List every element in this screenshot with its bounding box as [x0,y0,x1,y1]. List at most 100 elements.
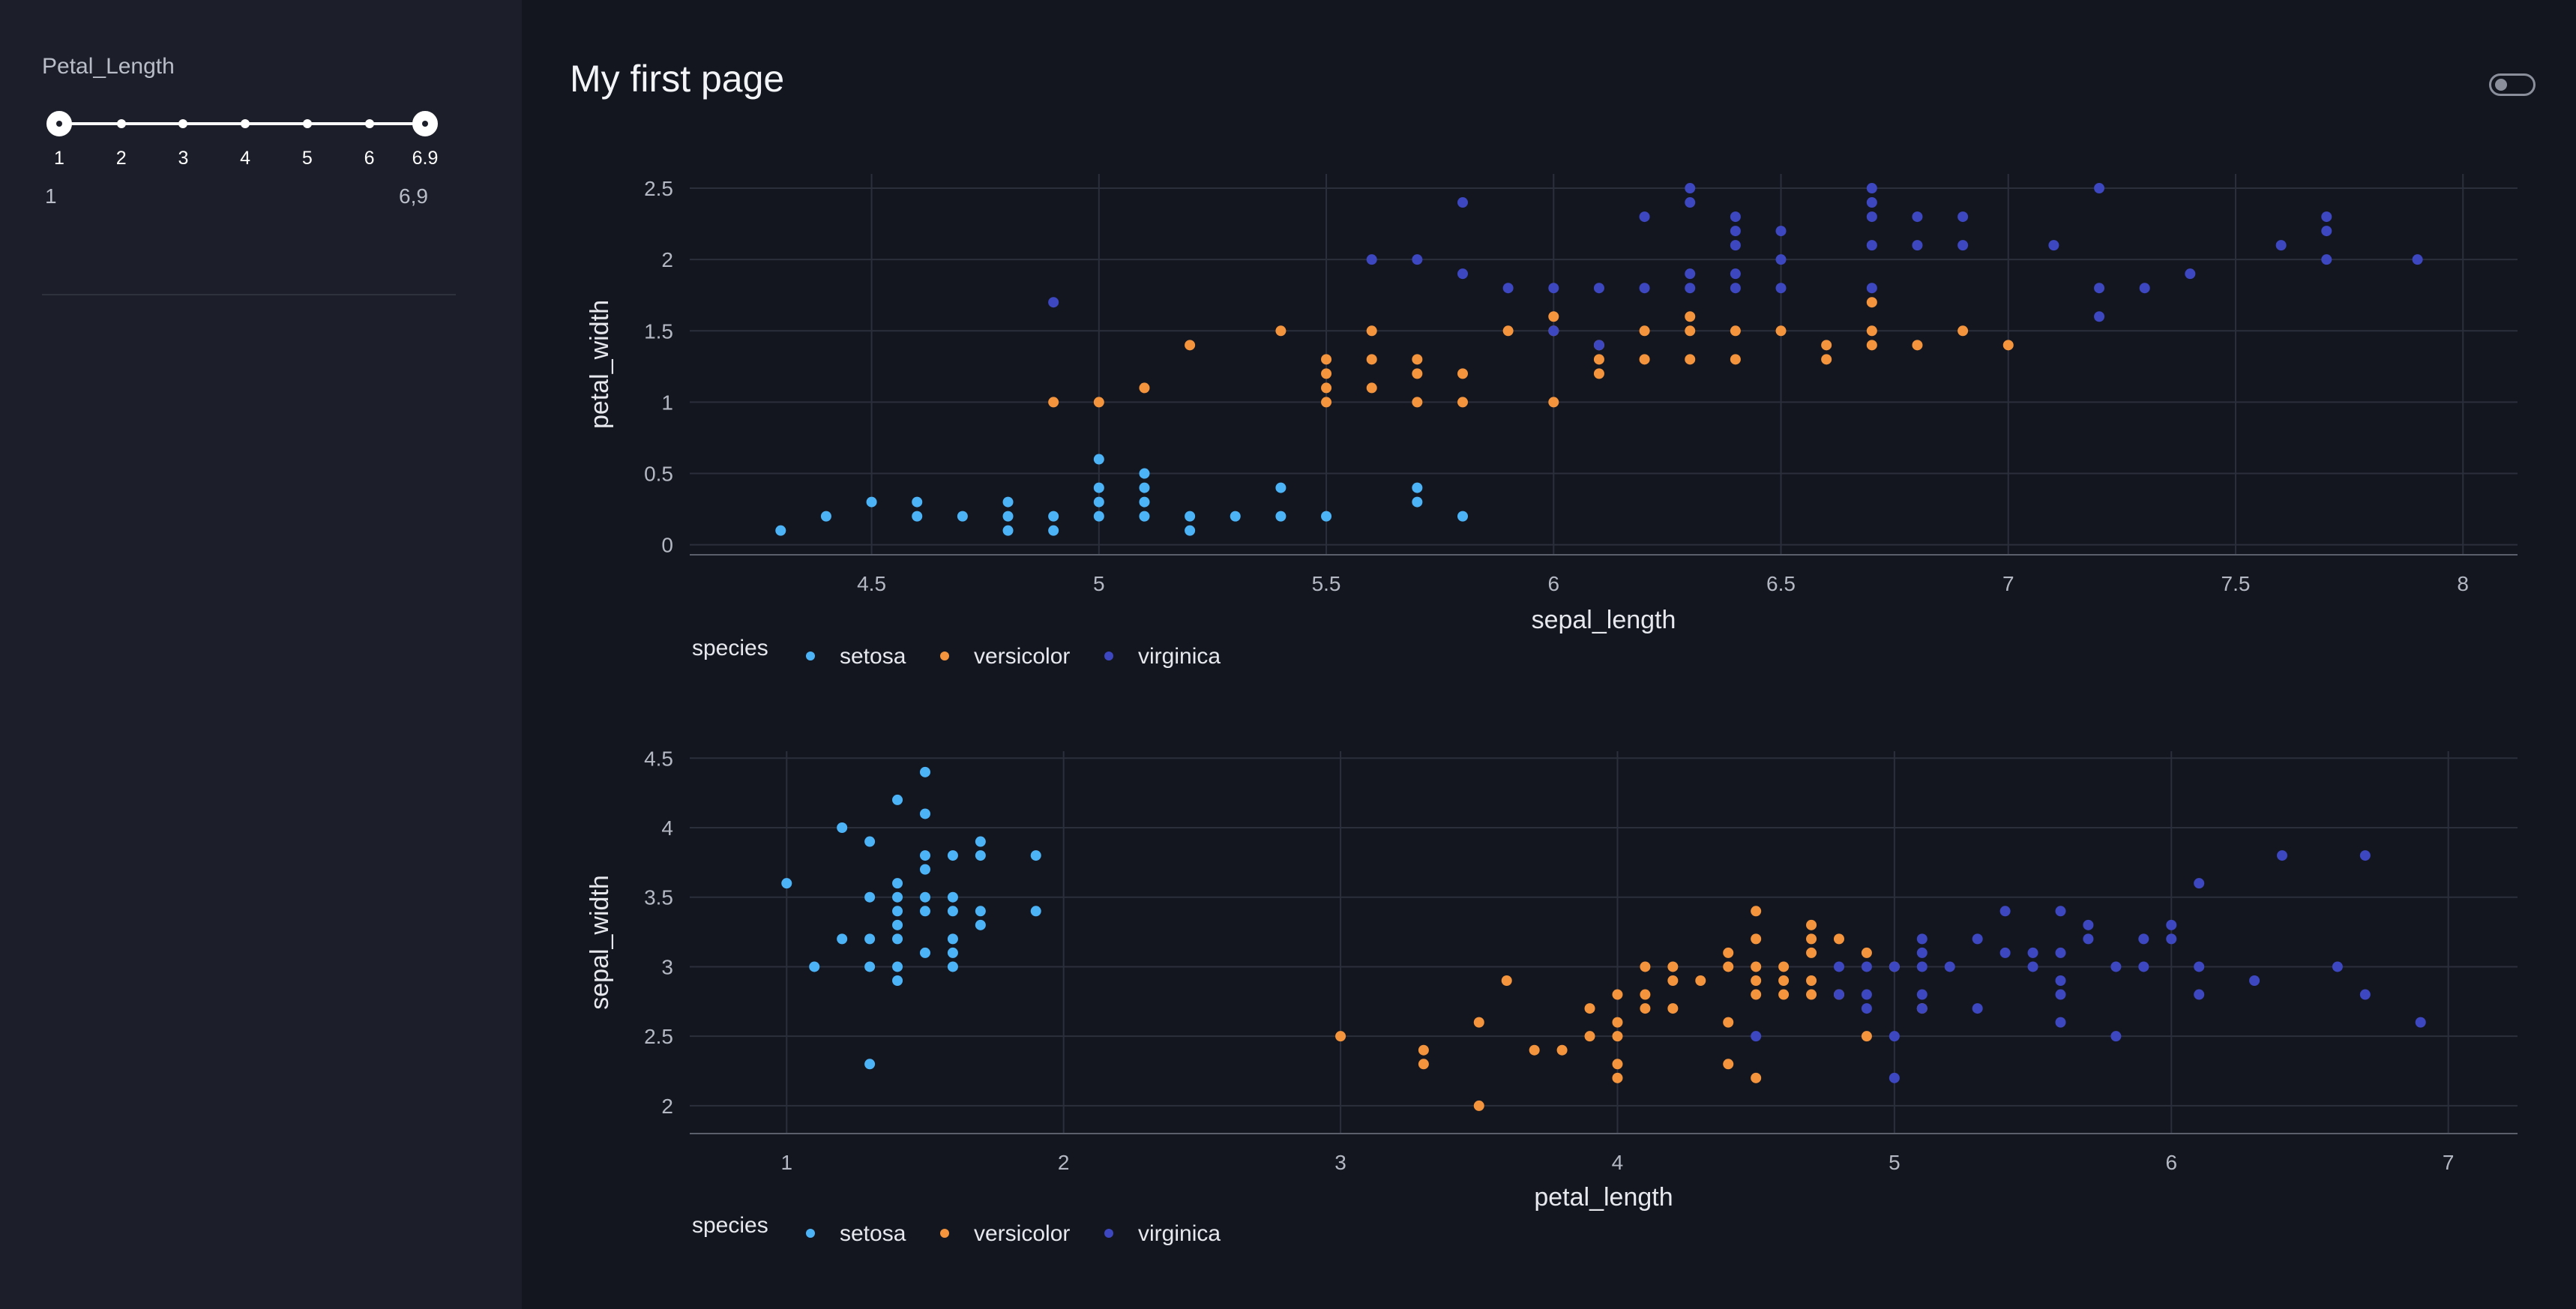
data-point-setosa [975,919,986,930]
y-tick-label: 3 [661,955,673,978]
data-point-virginica [1730,268,1741,280]
data-point-virginica [2415,1017,2426,1028]
data-point-setosa [1457,511,1468,522]
data-point-virginica [2027,947,2038,958]
slider-tick-label: 6 [364,148,375,169]
data-point-virginica [2359,989,2371,1000]
data-point-versicolor [1866,325,1877,337]
data-point-versicolor [1957,325,1969,337]
data-point-versicolor [1806,919,1817,930]
data-point-virginica [2083,933,2094,945]
y-tick-label: 1.5 [644,319,673,343]
data-point-setosa [809,961,820,972]
data-point-virginica [1916,989,1928,1000]
data-point-virginica [2110,1031,2122,1042]
data-point-setosa [919,808,930,819]
data-point-versicolor [1548,311,1559,322]
series-setosa [775,454,1468,536]
data-point-versicolor [1473,1100,1484,1111]
legend-label-virginica: virginica [1138,1221,1221,1246]
data-point-versicolor [1640,1003,1651,1014]
x-tick-label: 4 [1612,1151,1624,1174]
x-tick-label: 3 [1334,1151,1346,1174]
page-title: My first page [570,58,785,100]
data-point-versicolor [1640,961,1651,972]
data-point-virginica [2055,989,2066,1000]
data-point-setosa [892,906,903,917]
data-point-virginica [1916,961,1928,972]
data-point-virginica [1751,1031,1762,1042]
y-tick-label: 4.5 [644,747,673,770]
data-point-virginica [1916,1003,1928,1014]
data-point-versicolor [1730,354,1741,365]
data-point-virginica [1889,1072,1900,1083]
data-point-setosa [1139,511,1150,522]
data-point-setosa [775,525,786,536]
y-tick-label: 3.5 [644,886,673,909]
data-point-virginica [1593,340,1604,351]
data-point-setosa [975,850,986,861]
data-point-virginica [1775,254,1787,265]
legend: species setosa versicolor virginica [692,636,1221,669]
data-point-virginica [1972,933,1983,945]
data-point-virginica [1957,211,1969,223]
data-point-versicolor [1806,975,1817,986]
data-point-versicolor [1584,1003,1595,1014]
data-point-virginica [2055,975,2066,986]
data-point-virginica [2083,919,2094,930]
data-point-setosa [1412,496,1423,508]
data-point-versicolor [1612,1059,1623,1070]
data-point-versicolor [1751,989,1762,1000]
data-point-versicolor [1866,340,1877,351]
data-point-virginica [2332,961,2343,972]
data-point-virginica [1833,961,1844,972]
data-point-setosa [1139,496,1150,508]
data-point-versicolor [1418,1044,1429,1056]
data-point-versicolor [1821,340,1832,351]
data-point-versicolor [1685,325,1696,337]
data-point-virginica [1048,297,1059,308]
data-point-virginica [2094,283,2105,294]
data-point-setosa [837,822,848,833]
data-point-virginica [2249,975,2260,986]
data-point-virginica [1457,268,1468,280]
data-point-setosa [1412,482,1423,493]
data-point-virginica [1593,283,1604,294]
data-point-virginica [2277,850,2288,861]
slider-handle-min[interactable] [46,111,72,136]
data-point-versicolor [1685,311,1696,322]
y-tick-label: 0 [661,534,673,557]
data-point-virginica [1730,283,1741,294]
x-tick-label: 7.5 [2221,572,2251,595]
data-point-versicolor [1473,1017,1484,1028]
theme-toggle[interactable] [2489,73,2536,96]
data-point-virginica [1866,283,1877,294]
data-point-setosa [864,891,876,903]
data-point-virginica [1730,226,1741,237]
y-tick-label: 2.5 [644,1025,673,1048]
data-point-virginica [2321,211,2332,223]
slider-handle-max[interactable] [412,111,438,136]
data-point-setosa [1275,482,1287,493]
data-point-versicolor [1778,975,1790,986]
data-point-virginica [1685,283,1696,294]
data-point-versicolor [1093,397,1104,408]
data-point-versicolor [1833,933,1844,945]
slider-value-min: 1 [45,184,57,208]
data-point-setosa [864,836,876,847]
data-point-virginica [2321,226,2332,237]
data-point-versicolor [1723,1017,1734,1028]
data-point-virginica [1730,211,1741,223]
data-point-versicolor [1366,325,1377,337]
data-point-virginica [2055,1017,2066,1028]
data-point-virginica [1866,211,1877,223]
data-point-virginica [1999,906,2011,917]
data-point-setosa [919,864,930,875]
data-point-setosa [1185,511,1196,522]
data-point-versicolor [1723,961,1734,972]
legend: species setosa versicolor virginica [692,1213,1221,1246]
data-point-setosa [1139,468,1150,479]
legend-label-versicolor: versicolor [974,644,1070,669]
series-versicolor [1048,297,2014,408]
